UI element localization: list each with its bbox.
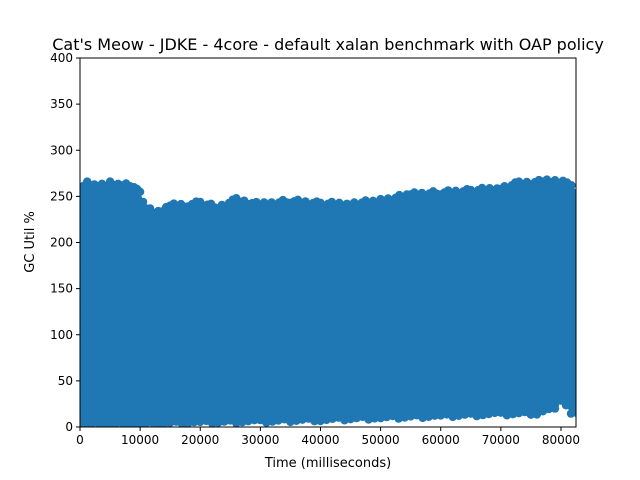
y-tick-label: 400	[50, 51, 73, 65]
data-point	[544, 362, 554, 372]
edge-point	[105, 420, 115, 427]
y-tick-label: 50	[58, 374, 73, 388]
edge-point	[370, 414, 379, 423]
data-point	[409, 407, 418, 416]
y-tick-label: 100	[50, 328, 73, 342]
data-point	[562, 376, 572, 386]
x-tick-label: 10000	[121, 433, 159, 447]
x-axis: 0 10000 20000 30000 40000 50000 60000 70000 8000…	[76, 427, 580, 447]
x-tick-label: 80000	[542, 433, 580, 447]
x-tick-label: 30000	[241, 433, 279, 447]
x-tick-label: 20000	[181, 433, 219, 447]
x-tick-label: 50000	[362, 433, 400, 447]
data-point	[547, 397, 557, 406]
edge-point	[526, 410, 536, 419]
data-point	[541, 381, 551, 390]
edge-point	[190, 417, 199, 427]
y-tick-label: 350	[50, 97, 73, 111]
edge-point	[138, 197, 148, 207]
data-point	[553, 330, 563, 339]
edge-point	[567, 181, 576, 190]
data-point	[496, 406, 505, 415]
x-axis-label: Time (milliseconds)	[264, 456, 391, 471]
edge-point	[310, 417, 319, 426]
edge-point	[135, 187, 145, 196]
data-point	[448, 408, 457, 417]
marker-band	[80, 180, 576, 425]
plot-area	[80, 175, 576, 427]
y-tick-label: 250	[50, 189, 73, 203]
y-axis: 0 50 100 150 200 250 300 350 400	[50, 51, 80, 434]
chart-title: Cat's Meow - JDKE - 4core - default xala…	[52, 35, 604, 54]
y-tick-label: 200	[50, 236, 73, 250]
edge-point	[544, 404, 554, 414]
edge-point	[561, 401, 571, 410]
data-point	[556, 307, 566, 316]
edge-point	[80, 185, 85, 195]
x-tick-label: 40000	[301, 433, 339, 447]
x-tick-label: 70000	[482, 433, 520, 447]
y-tick-label: 300	[50, 143, 73, 157]
y-tick-label: 0	[65, 420, 73, 434]
data-point	[550, 404, 560, 413]
data-point	[163, 399, 172, 409]
data-point	[568, 261, 576, 270]
data-point	[523, 402, 533, 411]
data-point	[570, 267, 576, 277]
edge-point	[566, 409, 576, 418]
edge-point	[250, 416, 259, 425]
edge-point	[430, 411, 439, 420]
x-tick-label: 0	[76, 433, 84, 447]
y-axis-label: GC Util %	[23, 211, 38, 273]
y-tick-label: 150	[50, 282, 73, 296]
x-tick-label: 60000	[422, 433, 460, 447]
data-point	[559, 293, 569, 303]
